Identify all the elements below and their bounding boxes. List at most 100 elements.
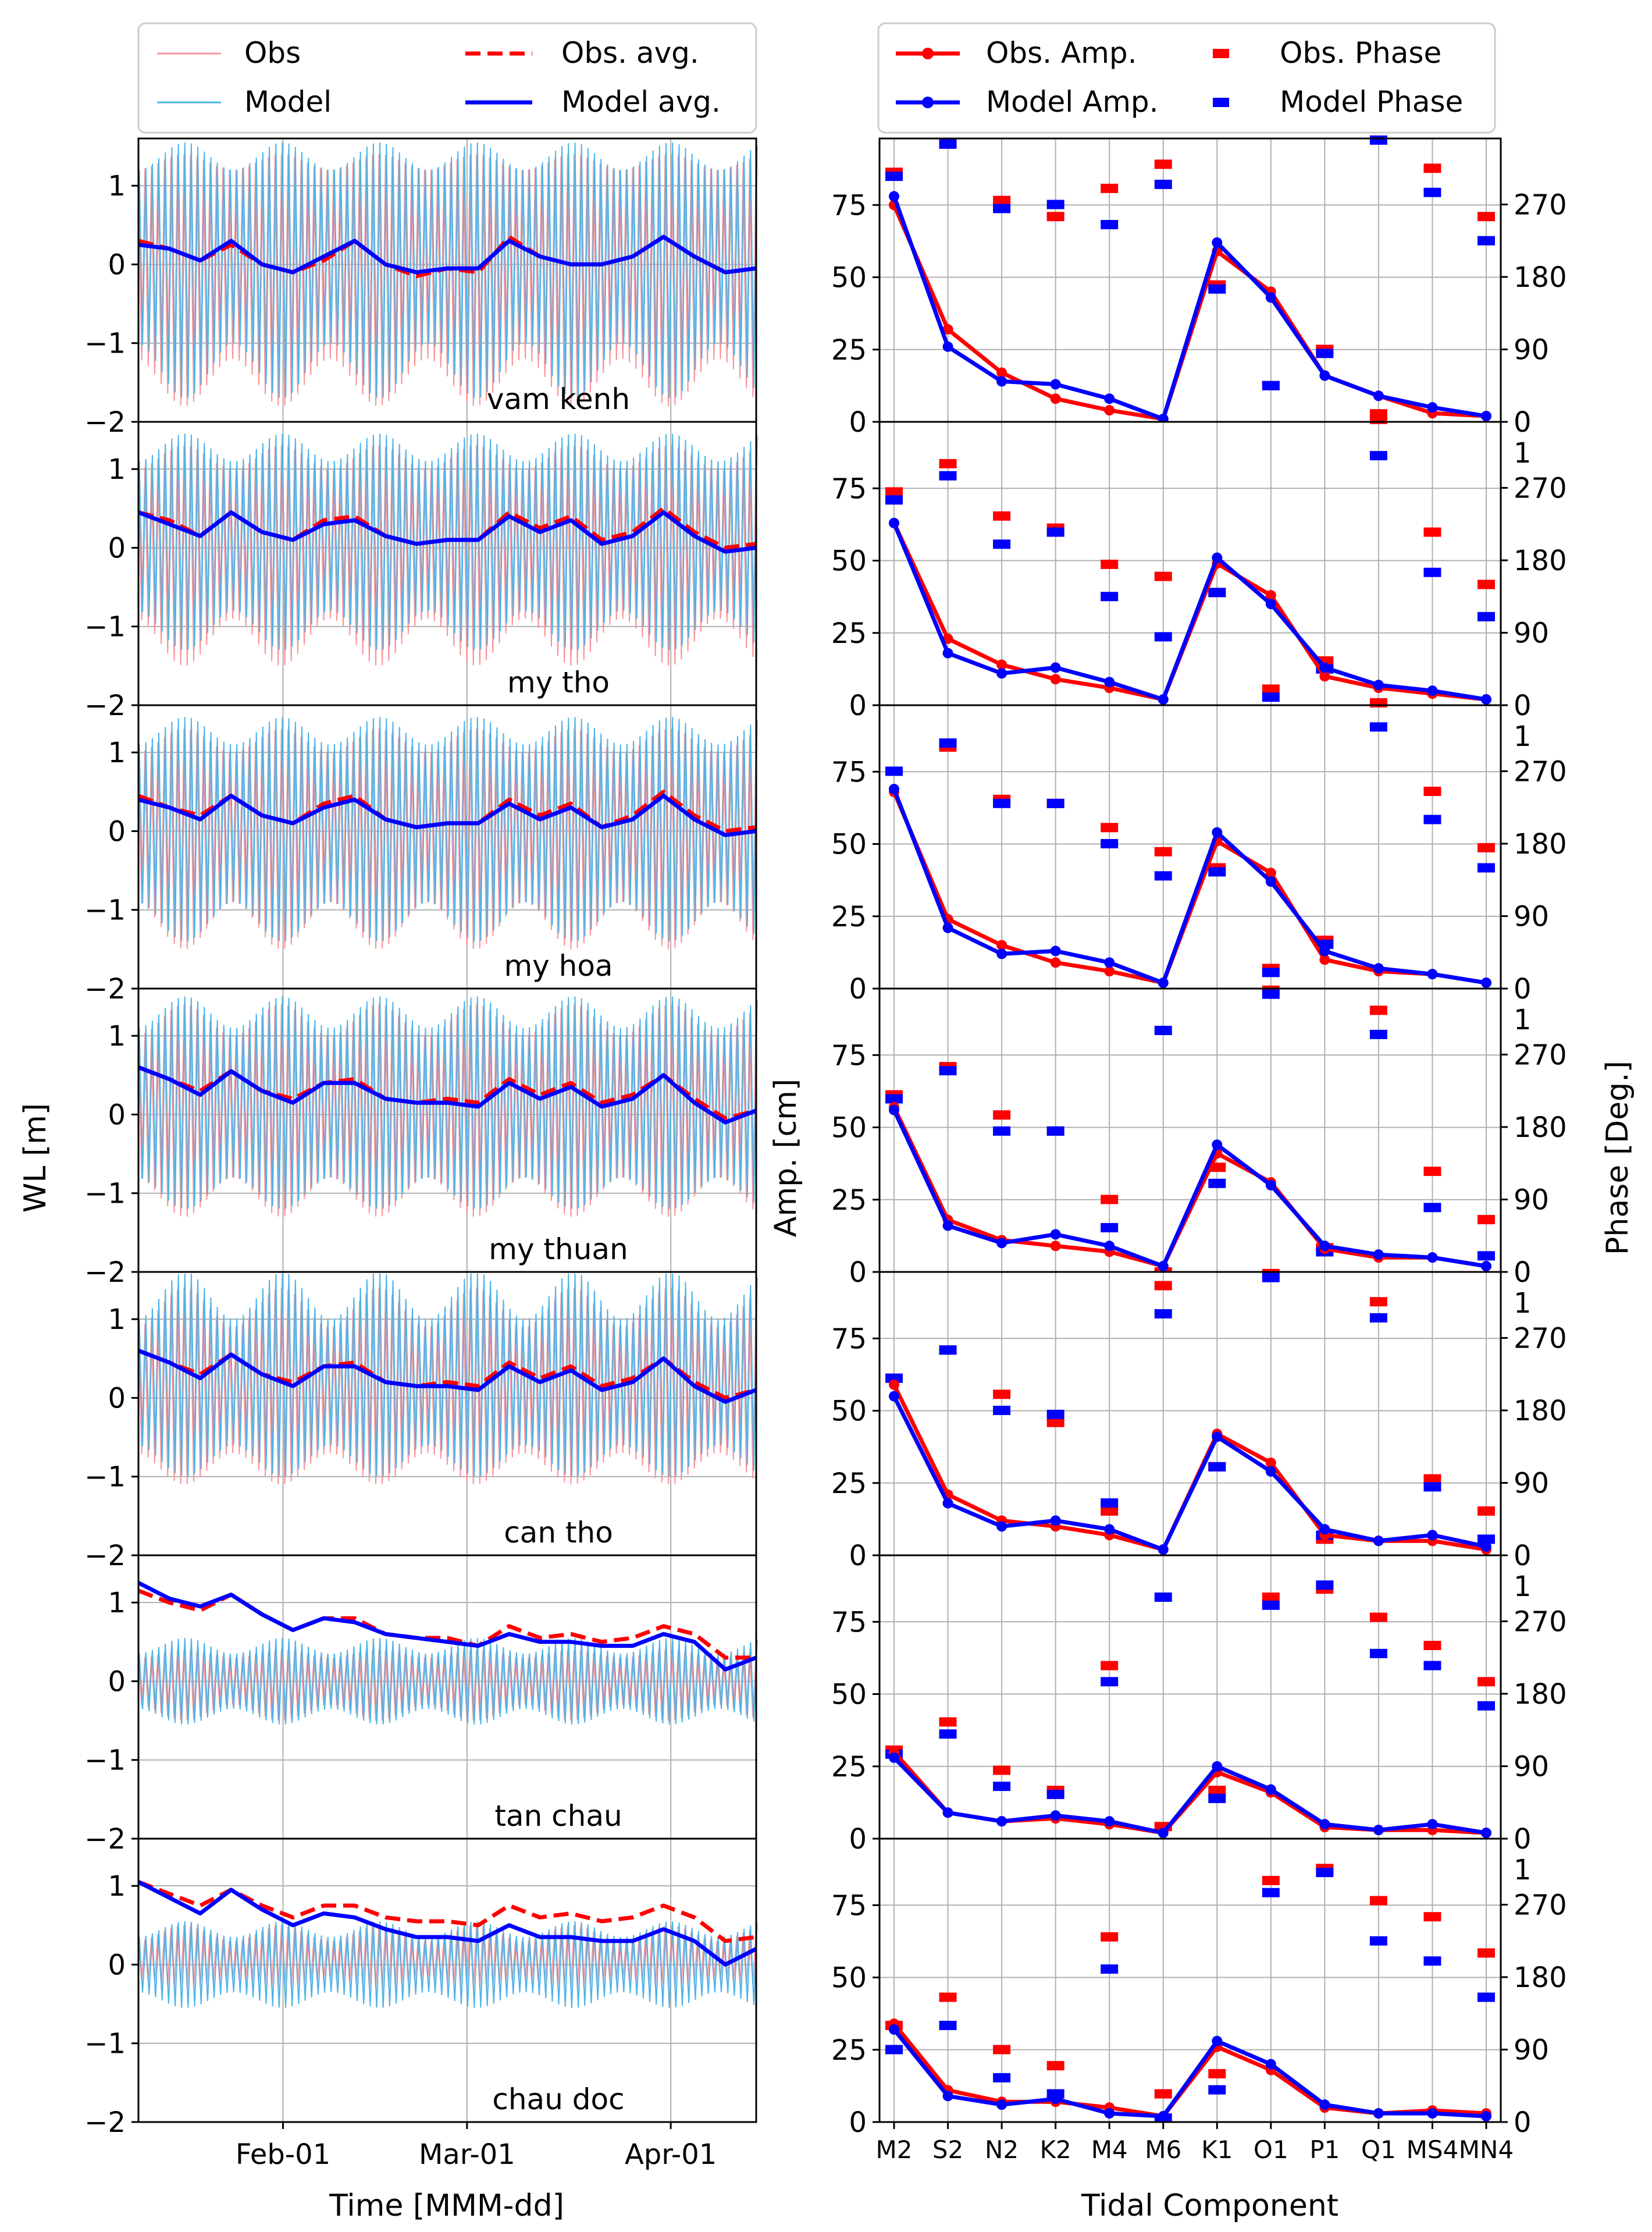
phase-tick-label: 270 [1514, 1605, 1567, 1638]
obs-series-line [138, 1288, 757, 1485]
phase-tick-label-clipped: 1 [1514, 1004, 1532, 1036]
station-label: can tho [504, 1516, 613, 1549]
model-amp-point [889, 1391, 899, 1402]
obs-amp-point [1050, 957, 1061, 968]
panel-background [880, 705, 1501, 989]
model-phase-marker [885, 172, 903, 182]
model-phase-marker [939, 1729, 957, 1739]
water-level-panels: 1 0 −1 −2 vam kenh 1 0 −1 −2 my tho 1 0 −1 −2 my hoa 1 0… [84, 137, 758, 2171]
model-phase-marker [1154, 1309, 1172, 1318]
model-amp-point [1481, 1828, 1491, 1839]
model-amp-point [1158, 694, 1169, 705]
y-tick-label: −1 [84, 2028, 126, 2060]
obs-phase-marker [1423, 1167, 1441, 1177]
model-phase-marker [993, 1782, 1011, 1792]
model-amp-point [1427, 1530, 1438, 1541]
model-phase-marker [1262, 1888, 1280, 1897]
phase-tick-label: 270 [1514, 755, 1567, 788]
obs-phase-marker [1046, 212, 1064, 222]
y-tick-label: −2 [84, 406, 126, 439]
model-avg-line [137, 510, 757, 554]
legend-model-amp-label: Model Amp. [986, 85, 1159, 119]
phase-tick-label: 180 [1514, 1395, 1567, 1427]
model-amp-line [892, 788, 1487, 985]
amp-tick-label: 75 [831, 472, 867, 505]
obs-phase-marker [1101, 1506, 1119, 1516]
model-phase-marker [1262, 1600, 1280, 1610]
model-phase-marker [1208, 284, 1226, 294]
amp-tick-label: 50 [831, 262, 867, 294]
model-amp-line [892, 1109, 1487, 1268]
model-phase-marker [1101, 1677, 1119, 1687]
category-label: O1 [1254, 2135, 1288, 2164]
phase-tick-label: 270 [1514, 1039, 1567, 1071]
right-ylabel-amp: Amp. [cm] [768, 1079, 803, 1237]
obs-phase-marker [1154, 847, 1172, 856]
model-avg-line [137, 1349, 757, 1404]
obs-amp-point [1265, 590, 1276, 601]
obs-phase-marker [1477, 1215, 1495, 1225]
model-phase-marker [1423, 1482, 1441, 1492]
model-amp-point [1050, 1229, 1061, 1240]
category-label: MN4 [1459, 2135, 1514, 2164]
legend-model-amp-marker [922, 97, 934, 108]
model-amp-point [942, 1220, 953, 1231]
model-phase-marker [1423, 815, 1441, 824]
wl-panel: 1 0 −1 −2 my thuan [84, 987, 758, 1289]
model-amp-point [1319, 2099, 1330, 2110]
model-amp-point [942, 922, 953, 933]
tc-panel: 0 25 50 75 0 90 180 270 [831, 135, 1567, 439]
legend-obs-label: Obs [244, 36, 301, 70]
amp-tick-label: 0 [849, 1823, 867, 1856]
model-avg-line [137, 1065, 757, 1125]
amp-tick-label: 0 [849, 973, 867, 1005]
model-phase-marker [1477, 1701, 1495, 1711]
model-amp-point [1050, 662, 1061, 673]
model-phase-marker [1369, 1313, 1387, 1323]
model-amp-point [1427, 402, 1438, 413]
model-amp-point [1158, 1828, 1169, 1839]
obs-phase-marker [1208, 2068, 1226, 2078]
amp-tick-label: 0 [849, 1256, 867, 1289]
model-phase-marker [1369, 135, 1387, 145]
obs-phase-marker [1101, 1195, 1119, 1204]
model-phase-marker [1369, 722, 1387, 732]
phase-tick-label: 180 [1514, 828, 1567, 861]
obs-phase-marker [1477, 580, 1495, 589]
model-amp-point [1212, 1431, 1223, 1442]
category-label: M6 [1145, 2135, 1181, 2164]
phase-tick-label-clipped: 1 [1514, 720, 1532, 753]
obs-phase-marker [1423, 1640, 1441, 1650]
legend-model-phase-label: Model Phase [1280, 85, 1463, 119]
wl-panel: 1 0 −1 −2 chau doc [84, 1838, 758, 2139]
obs-amp-point [1319, 954, 1330, 965]
legend-obs-phase-swatch [1213, 49, 1229, 58]
obs-phase-marker [939, 1992, 957, 2002]
model-amp-point [1104, 677, 1115, 688]
right-ylabel-phase: Phase [Deg.] [1600, 1061, 1635, 1255]
obs-amp-point [996, 367, 1007, 378]
model-phase-marker [1208, 588, 1226, 598]
category-label: Q1 [1361, 2135, 1396, 2164]
category-label: K2 [1040, 2135, 1071, 2164]
obs-phase-marker [993, 1765, 1011, 1775]
obs-phase-marker [1477, 843, 1495, 852]
obs-series-line [138, 154, 757, 406]
amp-tick-label: 75 [831, 189, 867, 222]
phase-tick-label-clipped: 1 [1514, 1570, 1532, 1603]
model-amp-point [1265, 1784, 1276, 1795]
model-phase-marker [1101, 1498, 1119, 1508]
phase-tick-label: 90 [1514, 900, 1549, 933]
phase-tick-label: 90 [1514, 1183, 1549, 1216]
obs-phase-marker [1423, 1912, 1441, 1922]
wl-panel: 1 0 −1 −2 vam kenh [84, 137, 758, 439]
y-tick-label: −1 [84, 611, 126, 644]
model-amp-point [996, 376, 1007, 387]
y-tick-label: 0 [108, 1099, 126, 1131]
legend-model-phase-swatch [1213, 98, 1229, 107]
model-phase-marker [1154, 1025, 1172, 1035]
model-amp-point [1373, 1249, 1384, 1260]
model-series-line [138, 142, 758, 399]
